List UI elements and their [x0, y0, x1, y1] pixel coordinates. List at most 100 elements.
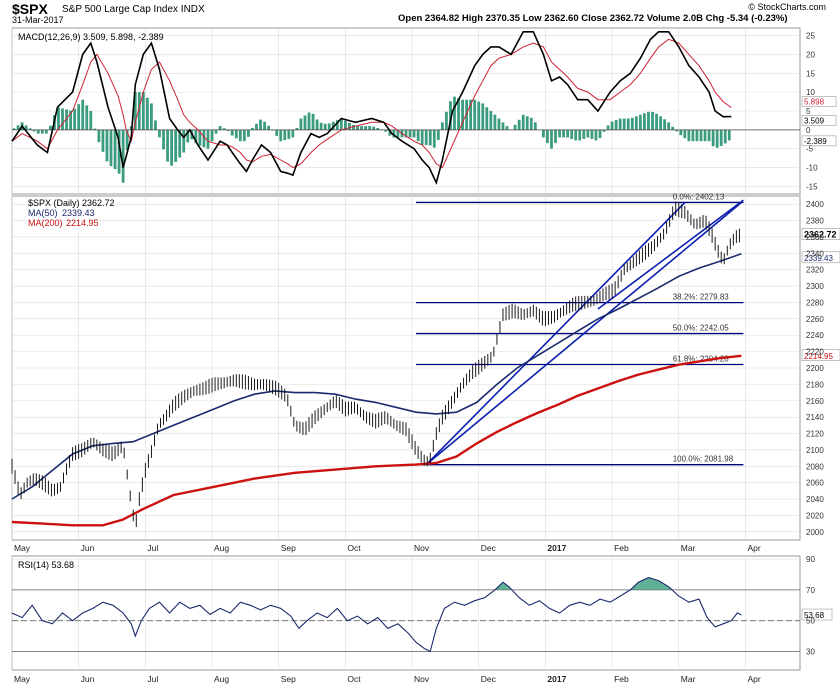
y-tick-label: 0: [806, 126, 811, 135]
histogram-bar: [93, 128, 97, 130]
histogram-bar: [449, 101, 452, 130]
rsi-title: RSI(14) 53.68: [18, 560, 74, 570]
trend-line: [597, 199, 744, 310]
ma50-line: [11, 253, 742, 500]
histogram-bar: [533, 122, 537, 130]
histogram-bar: [69, 110, 72, 130]
y-tick-label: 2180: [806, 380, 824, 389]
histogram-bar: [598, 129, 602, 139]
histogram-bar: [263, 121, 266, 130]
histogram-bar: [461, 99, 464, 130]
histogram-bar: [562, 129, 565, 138]
y-tick-label: 2340: [806, 249, 824, 258]
histogram-bar: [89, 111, 93, 130]
histogram-bar: [182, 129, 186, 153]
provider-credit: © StockCharts.com: [748, 2, 826, 12]
histogram-bar: [687, 129, 691, 142]
histogram-bar: [150, 103, 153, 130]
histogram-bar: [493, 114, 497, 130]
month-label: 2017: [547, 674, 566, 684]
histogram-bar: [671, 126, 675, 130]
month-label: Mar: [681, 674, 696, 684]
histogram-bar: [469, 99, 473, 130]
histogram-bar: [323, 123, 327, 130]
histogram-bar: [432, 129, 436, 148]
histogram-bar: [97, 129, 101, 143]
y-tick-label: -15: [806, 182, 818, 191]
histogram-bar: [234, 129, 238, 139]
histogram-bar: [412, 129, 416, 138]
quote-summary: Open 2364.82 High 2370.35 Low 2362.60 Cl…: [398, 13, 788, 24]
histogram-bar: [590, 129, 594, 139]
histogram-bar: [445, 111, 448, 130]
y-tick-label: 50: [806, 617, 815, 626]
histogram-bar: [667, 122, 671, 130]
histogram-bar: [299, 118, 303, 130]
histogram-bar: [638, 114, 642, 130]
histogram-bar: [614, 120, 618, 130]
histogram-bar: [723, 129, 727, 144]
value-tag-label: 5.898: [804, 98, 825, 107]
y-tick-label: 2000: [806, 528, 824, 537]
histogram-bar: [647, 111, 650, 130]
histogram-bar: [364, 126, 367, 130]
histogram-bar: [388, 129, 392, 136]
month-label: 2017: [547, 543, 566, 553]
histogram-bar: [145, 97, 149, 130]
histogram-bar: [643, 113, 646, 130]
histogram-bar: [356, 126, 359, 130]
histogram-bar: [137, 92, 141, 130]
histogram-bar: [226, 129, 230, 131]
histogram-bar: [473, 99, 477, 130]
ma200-legend: MA(200): [28, 218, 63, 228]
histogram-bar: [517, 119, 521, 130]
histogram-bar: [428, 129, 432, 146]
fib-level-label: 50.0%: 2242.05: [673, 324, 730, 333]
histogram-bar: [109, 129, 113, 167]
histogram-bar: [663, 119, 667, 130]
month-label: Sep: [281, 674, 296, 684]
histogram-bar: [630, 117, 634, 130]
ma50-legend: MA(50): [28, 208, 58, 218]
histogram-bar: [715, 129, 719, 148]
y-tick-label: 90: [806, 555, 815, 564]
y-tick-label: 2400: [806, 200, 824, 209]
month-label: Jun: [81, 674, 95, 684]
y-tick-label: -5: [806, 145, 814, 154]
histogram-bar: [154, 120, 157, 130]
histogram-bar: [81, 99, 85, 130]
month-label: Aug: [214, 674, 229, 684]
histogram-bar: [105, 129, 109, 162]
histogram-bar: [28, 128, 32, 130]
y-tick-label: 2380: [806, 217, 824, 226]
histogram-bar: [194, 129, 198, 144]
histogram-bar: [655, 113, 658, 130]
month-label: Nov: [414, 543, 430, 553]
value-tag-label: 2214.95: [804, 352, 833, 361]
y-tick-label: 2020: [806, 511, 824, 520]
histogram-bar: [85, 105, 89, 130]
histogram-bar: [489, 111, 493, 130]
histogram-bar: [48, 125, 52, 130]
histogram-bar: [170, 129, 174, 166]
histogram-bar: [57, 107, 60, 130]
histogram-bar: [166, 129, 169, 162]
y-tick-label: 2120: [806, 430, 824, 439]
histogram-bar: [404, 129, 408, 138]
histogram-bar: [279, 129, 283, 142]
histogram-bar: [222, 128, 226, 130]
histogram-bar: [606, 125, 610, 130]
histogram-bar: [570, 129, 574, 139]
value-tag-label: 3.509: [804, 117, 825, 126]
histogram-bar: [210, 129, 214, 142]
histogram-bar: [558, 129, 561, 138]
histogram-bar: [659, 116, 662, 130]
histogram-bar: [501, 122, 505, 130]
macd-line: [11, 31, 732, 186]
histogram-bar: [691, 129, 695, 142]
y-tick-label: 2220: [806, 348, 824, 357]
value-tag-label: 2362.72: [804, 230, 837, 240]
y-tick-label: 15: [806, 69, 815, 78]
histogram-bar: [242, 129, 246, 142]
histogram-bar: [230, 129, 234, 136]
